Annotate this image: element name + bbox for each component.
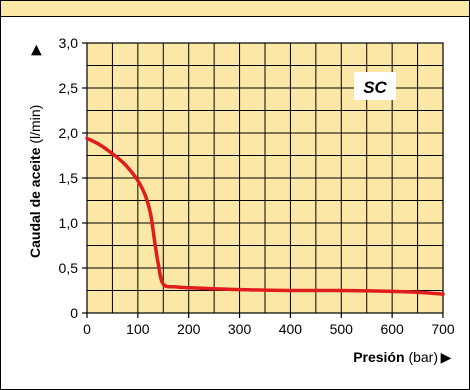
y-tick-label: 1,0 [59,215,79,231]
y-tick-label: 1,5 [59,170,79,186]
x-tick-labels: 0 100 200 300 400 500 600 700 [83,321,455,337]
x-tick-label: 700 [431,321,455,337]
x-tick-label: 100 [126,321,150,337]
x-tick-label: 400 [279,321,303,337]
y-axis-label-bold: Caudal de aceite [27,147,43,258]
y-tick-label: 0 [70,305,78,321]
x-tick-label: 200 [177,321,201,337]
series-label: SC [363,78,387,97]
series-label-box: SC [354,72,396,100]
y-tick-labels: 0 0,5 1,0 1,5 2,0 2,5 3,0 [59,35,79,321]
x-tick-label: 600 [380,321,404,337]
y-axis-label: Caudal de aceite (l/min) [27,105,43,258]
x-axis-label: Presión (bar) [353,349,438,365]
x-tick-label: 500 [330,321,354,337]
y-axis-arrow-icon: ▶ [27,44,43,55]
x-axis-label-bold: Presión [353,349,404,365]
x-tick-label: 300 [228,321,252,337]
y-tick-label: 2,5 [59,80,79,96]
y-axis-label-unit: (l/min) [27,105,43,144]
x-axis-label-unit: (bar) [408,349,438,365]
y-tick-label: 0,5 [59,260,79,276]
series-label-background [354,72,396,100]
header-band [1,1,469,17]
y-tick-label: 3,0 [59,35,79,51]
y-tick-label: 2,0 [59,125,79,141]
x-tick-label: 0 [83,321,91,337]
flow-curve [85,136,445,296]
x-axis-arrow-icon: ▶ [441,349,452,365]
